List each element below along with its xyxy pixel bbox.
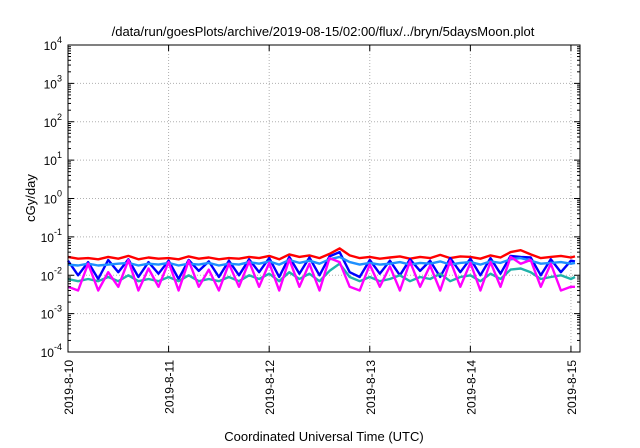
y-tick-label: 101 (44, 150, 62, 168)
y-axis-label: cGy/day (23, 174, 38, 222)
x-axis: 2019-8-10 2019-8-11 2019-8-12 2019-8-13 2019… (62, 45, 579, 415)
y-tick-label: 102 (44, 112, 62, 130)
y-tick-label: 10-4 (41, 342, 62, 360)
x-tick-label: 2019-8-15 (565, 360, 579, 415)
y-tick-label: 104 (44, 35, 62, 53)
x-tick-label: 2019-8-10 (62, 360, 76, 415)
series-line-2 (67, 250, 576, 281)
x-axis-label: Coordinated Universal Time (UTC) (224, 429, 423, 444)
series-line-5 (67, 255, 575, 292)
y-axis: 10-4 10-3 10-2 10-1 100 101 102 103 104 (41, 35, 580, 360)
y-tick-label: 100 (44, 189, 62, 207)
y-tick-label: 10-2 (41, 265, 62, 283)
grid (68, 45, 580, 352)
y-tick-label: 103 (44, 73, 62, 91)
series-line-1 (67, 247, 576, 261)
y-tick-label: 10-1 (41, 227, 62, 245)
x-tick-label: 2019-8-13 (364, 360, 378, 415)
chart-title: /data/run/goesPlots/archive/2019-08-15/0… (112, 24, 535, 39)
x-tick-label: 2019-8-11 (163, 360, 177, 414)
y-tick-label: 10-3 (41, 304, 62, 322)
x-tick-label: 2019-8-14 (464, 360, 478, 415)
series-line-3 (67, 255, 576, 267)
series-group (67, 247, 576, 292)
x-tick-label: 2019-8-12 (263, 360, 277, 415)
